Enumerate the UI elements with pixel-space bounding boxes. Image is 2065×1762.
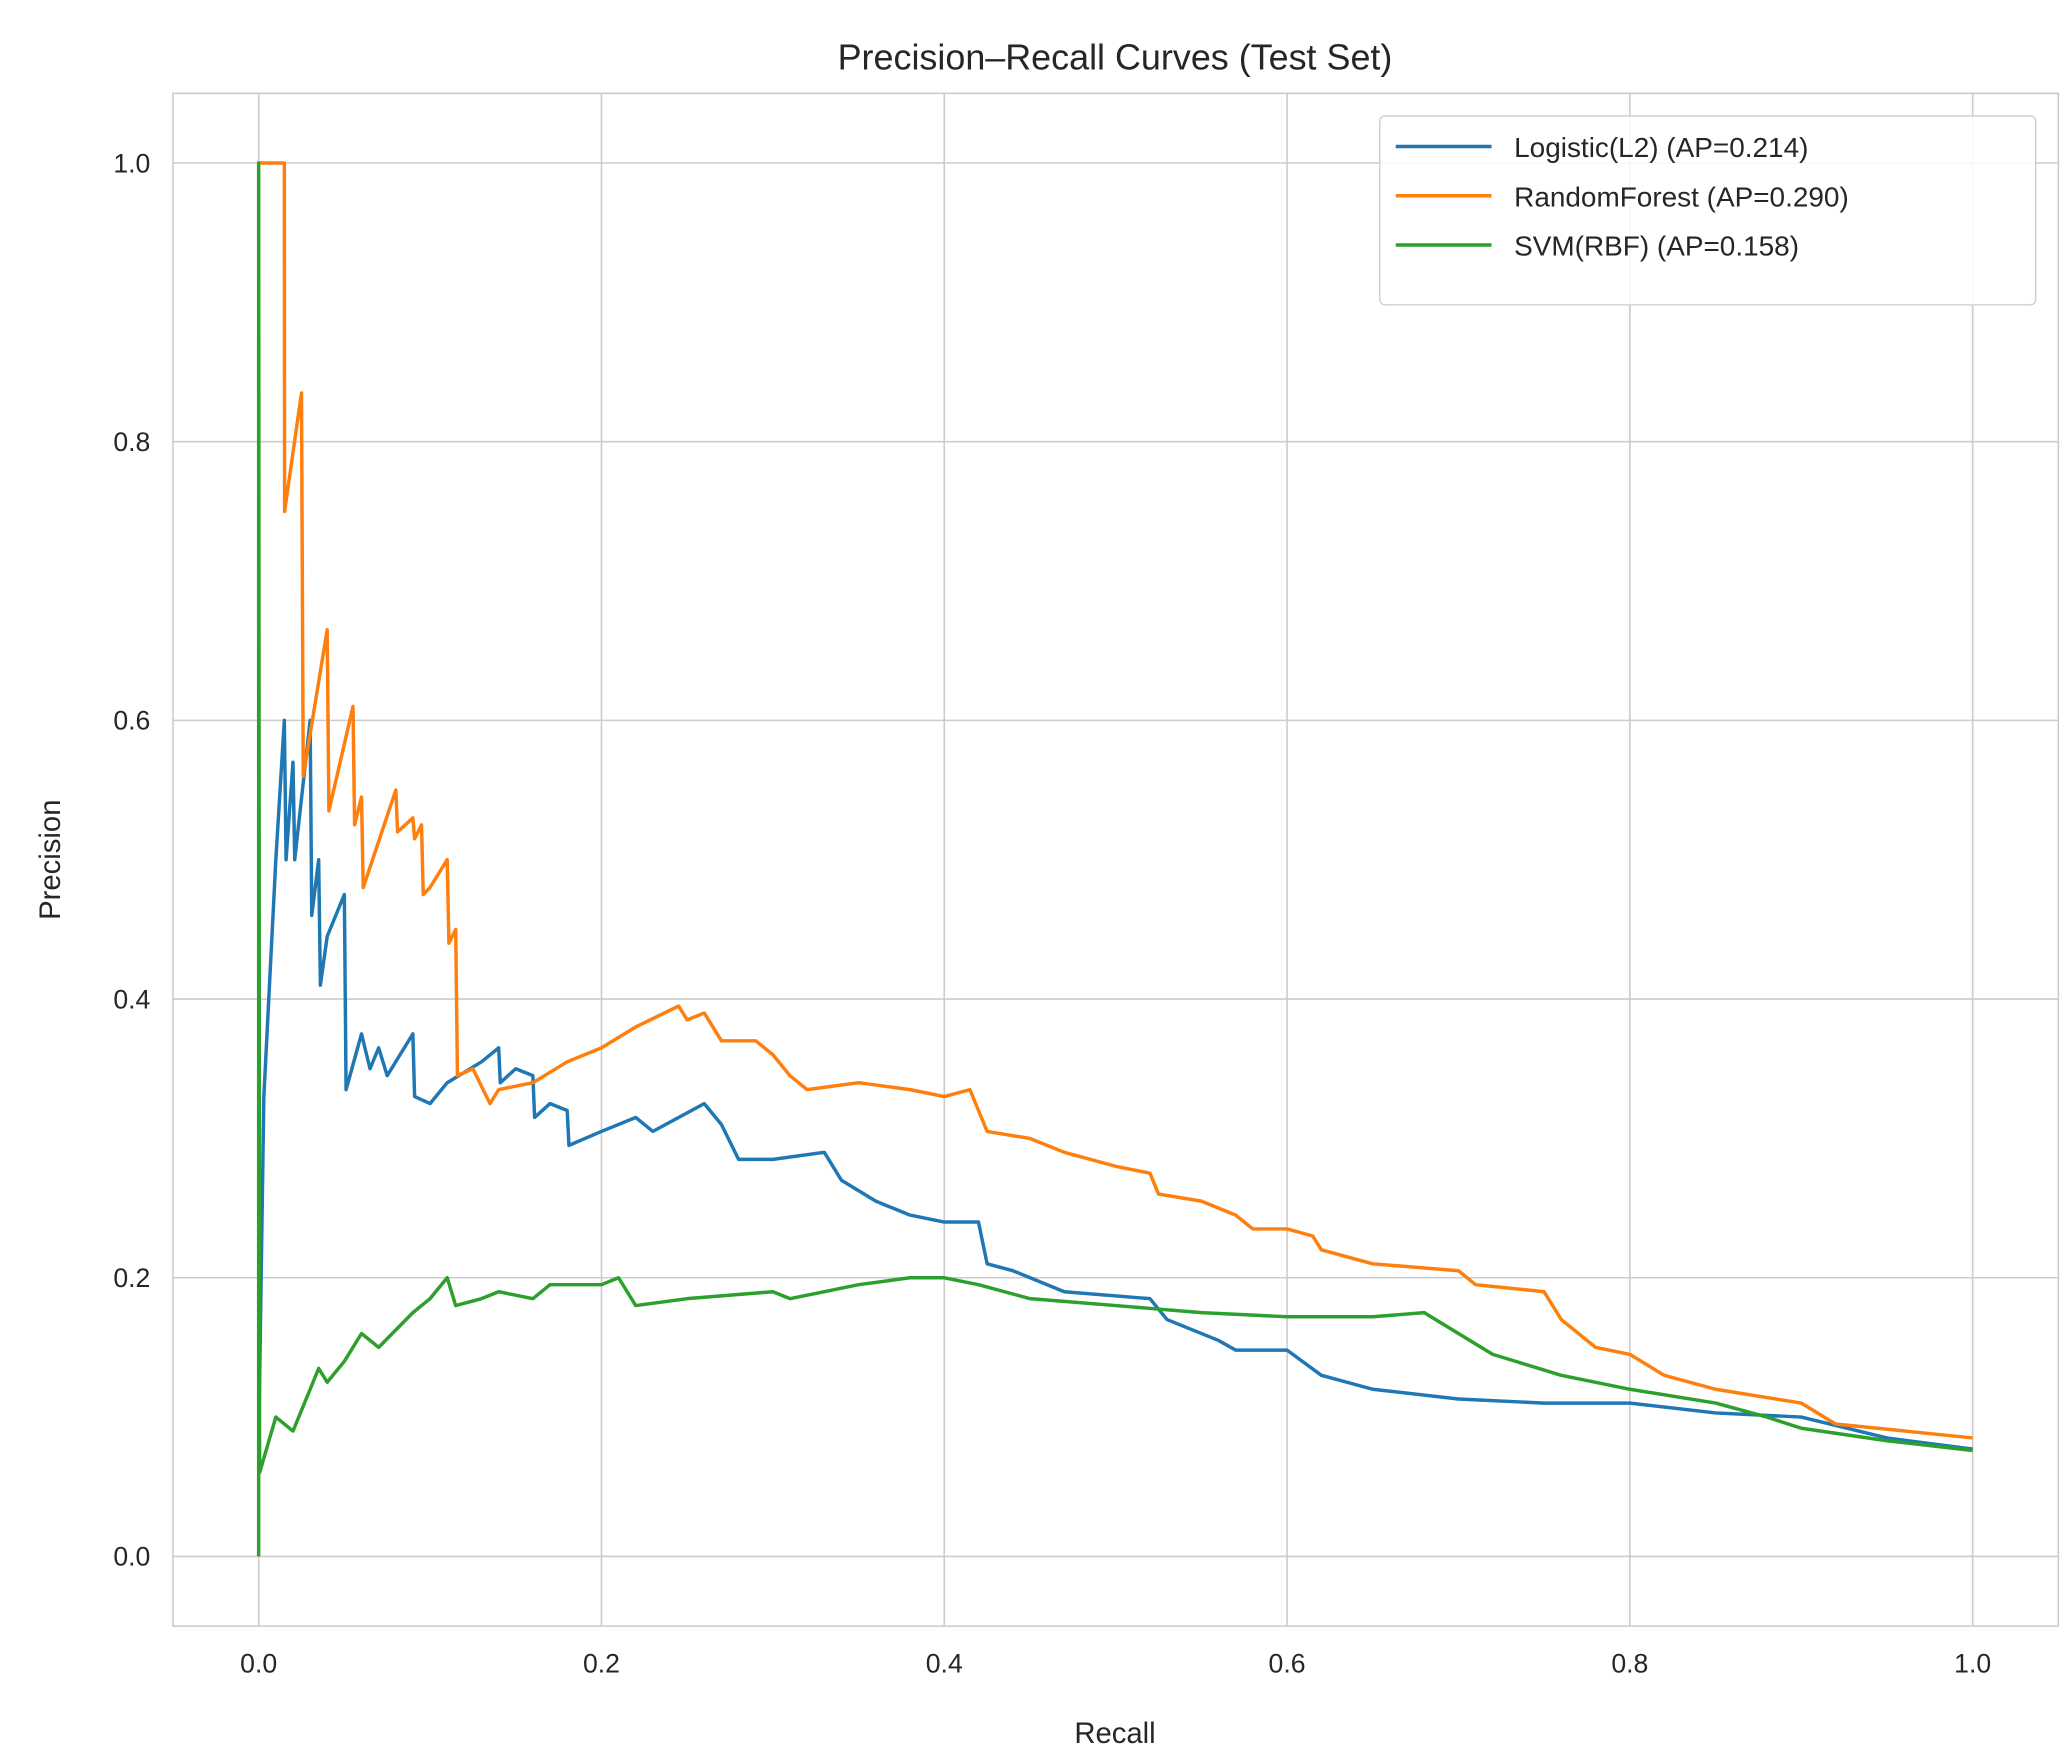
x-tick-label: 0.6 [1269,1649,1306,1679]
grid [172,93,2059,1627]
series-lines [256,161,1973,1557]
y-tick-label: 1.0 [113,148,150,178]
y-tick-label: 0.4 [113,984,150,1014]
chart-title: Precision–Recall Curves (Test Set) [838,36,1393,77]
series-line-0 [256,718,1973,1451]
legend: Logistic(L2) (AP=0.214) RandomForest (AP=… [1379,115,2037,306]
plot-frame [172,92,2060,1627]
legend-label: SVM(RBF) (AP=0.158) [1514,231,1799,262]
x-tick-label: 0.2 [583,1649,620,1679]
legend-label: RandomForest (AP=0.290) [1514,181,1849,212]
series-line-2 [256,161,1973,1557]
y-tick-label: 0.2 [113,1263,150,1293]
y-tick-label: 0.8 [113,427,150,457]
x-tick-label: 0.4 [926,1649,963,1679]
x-axis-label: Recall [1074,1718,1155,1750]
x-tick-label: 0.0 [240,1649,277,1679]
legend-box [1379,115,2037,306]
series-line-1 [258,161,1973,1440]
x-tick-label: 1.0 [1954,1649,1991,1679]
y-tick-label: 0.0 [113,1542,150,1572]
tick-labels: 0.0 0.2 0.4 0.6 0.8 1.0 0.0 0.2 0.4 0.6 0.8 1.0 [113,148,1991,1678]
x-tick-label: 0.8 [1611,1649,1648,1679]
legend-label: Logistic(L2) (AP=0.214) [1514,132,1808,163]
y-axis-label: Precision [35,800,67,920]
y-tick-label: 0.6 [113,706,150,736]
